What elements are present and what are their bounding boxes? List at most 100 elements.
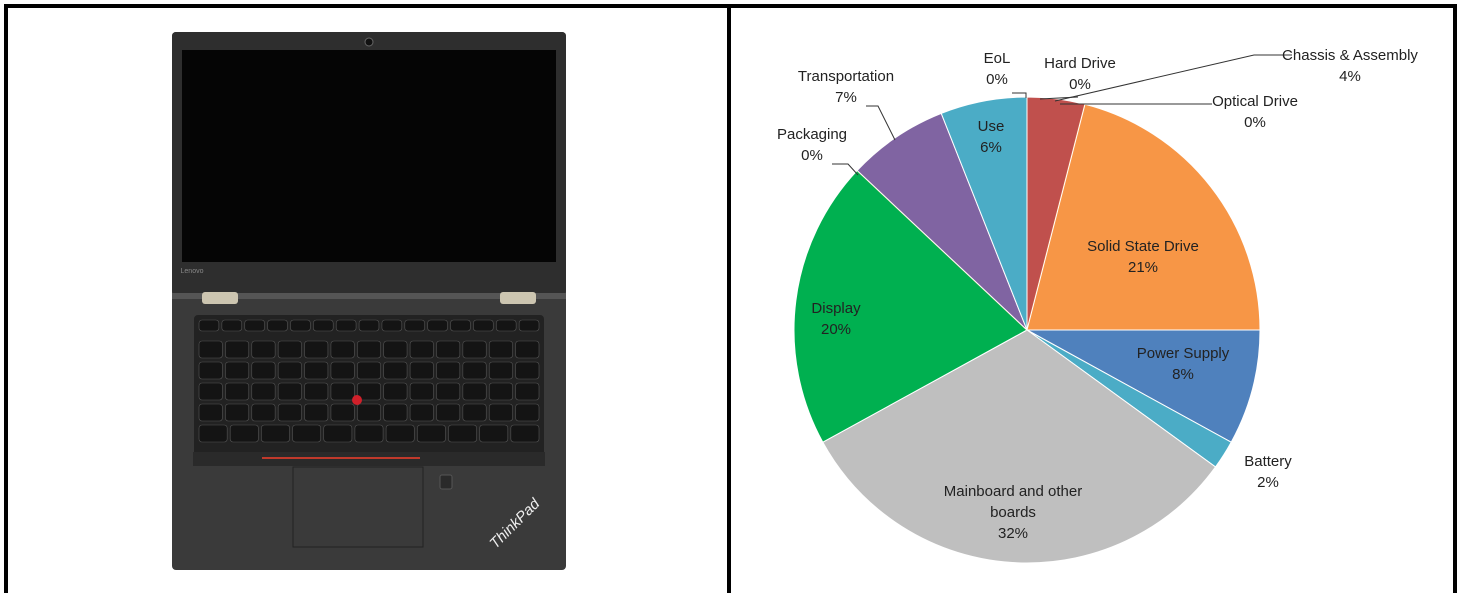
key [357, 403, 381, 422]
key [251, 382, 276, 401]
slice-value: 0% [801, 147, 823, 164]
key [381, 319, 403, 332]
key [515, 340, 540, 359]
slice-value: 2% [1257, 474, 1279, 491]
key [304, 340, 329, 359]
screen [182, 50, 556, 262]
key [488, 340, 513, 359]
key [404, 319, 425, 332]
key [330, 403, 355, 422]
slice-value: 32% [997, 525, 1029, 542]
trackpoint [352, 395, 362, 405]
key [436, 340, 461, 359]
key [354, 424, 384, 443]
leader-line [866, 105, 896, 141]
slice-label: Solid State Drive 21% [1087, 236, 1199, 278]
slice-value: 8% [1172, 366, 1194, 383]
slice-label: Battery 2% [1244, 451, 1292, 493]
key [225, 361, 250, 380]
slice-label: Transportation 7% [798, 66, 894, 108]
key [198, 424, 228, 443]
key [304, 403, 329, 422]
key [479, 424, 509, 443]
slice-label: Hard Drive 0% [1044, 53, 1116, 95]
key [436, 382, 461, 401]
pie-slice [793, 169, 1028, 443]
key [357, 340, 381, 359]
slice-name: EoL [983, 50, 1011, 67]
key [267, 319, 288, 332]
key [416, 424, 446, 443]
key [357, 382, 381, 401]
key [409, 361, 434, 380]
key [313, 319, 334, 332]
webcam [364, 37, 374, 47]
key [462, 340, 487, 359]
slice-value: 4% [1339, 68, 1361, 85]
key [198, 340, 223, 359]
slice-name: Hard Drive [1044, 55, 1116, 72]
key [450, 319, 471, 332]
key [229, 424, 259, 443]
key [518, 319, 540, 332]
slice-name: Solid State Drive [1087, 238, 1199, 255]
key [462, 361, 487, 380]
slice-label: Optical Drive 0% [1212, 91, 1298, 133]
key [292, 424, 322, 443]
key [251, 361, 276, 380]
fingerprint-reader [439, 474, 453, 490]
key [304, 382, 329, 401]
key [323, 424, 353, 443]
slice-name: Chassis & Assembly [1282, 47, 1418, 64]
key [277, 340, 302, 359]
key [251, 403, 276, 422]
key [290, 319, 311, 332]
key [409, 340, 434, 359]
slice-name: Mainboard and other boards [943, 483, 1083, 521]
key [357, 361, 381, 380]
bezel-logo: Lenovo [181, 268, 204, 275]
slice-name: Display [811, 300, 861, 317]
slice-label: Chassis & Assembly 4% [1282, 45, 1418, 87]
key [448, 424, 477, 443]
key [436, 403, 461, 422]
key [358, 319, 380, 332]
leader-lines [832, 54, 1292, 176]
key [198, 382, 223, 401]
key [515, 382, 540, 401]
slice-name: Battery [1244, 453, 1292, 470]
hinge [202, 292, 238, 304]
key [198, 403, 223, 422]
key [198, 319, 220, 332]
touchpad [292, 466, 424, 548]
slice-name: Transportation [797, 68, 895, 85]
key [462, 403, 487, 422]
key [383, 382, 408, 401]
laptop-image: Lenovo ThinkPad [172, 32, 566, 570]
key [277, 403, 302, 422]
key [409, 403, 434, 422]
key [385, 424, 415, 443]
key [409, 382, 434, 401]
pie-slice [856, 112, 1028, 331]
pie-slice [1026, 103, 1261, 331]
key [488, 403, 513, 422]
slice-label: Display 20% [811, 298, 860, 340]
key [515, 403, 540, 422]
key [515, 361, 540, 380]
key [330, 382, 355, 401]
key [225, 403, 250, 422]
key [510, 424, 540, 443]
key [383, 361, 408, 380]
pie-chart [793, 96, 1261, 564]
hinge-line [172, 293, 566, 299]
key [330, 340, 355, 359]
slice-label: Mainboard and other boards 32% [943, 481, 1083, 544]
slice-value: 6% [980, 139, 1002, 156]
table-left-border [4, 4, 8, 593]
slice-label: Power Supply 8% [1137, 343, 1230, 385]
key [462, 382, 487, 401]
key [261, 424, 290, 443]
